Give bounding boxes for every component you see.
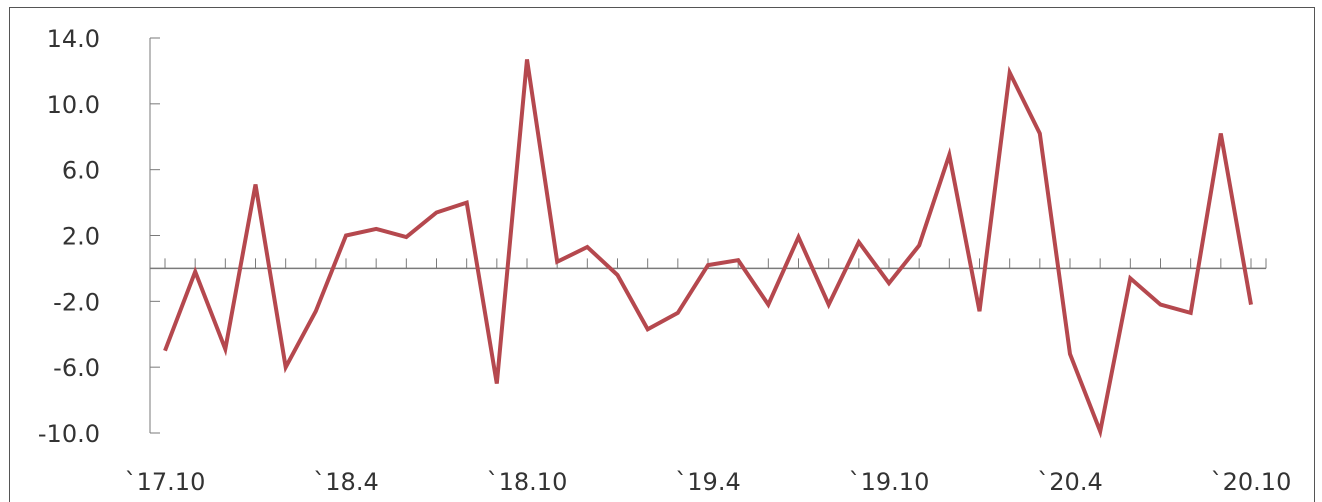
x-tick-label: `19.10 bbox=[849, 468, 930, 496]
x-tick-label: `19.4 bbox=[675, 468, 740, 496]
chart-frame bbox=[9, 7, 1315, 502]
y-tick-label: 10.0 bbox=[47, 91, 100, 119]
x-tick-label: `17.10 bbox=[125, 468, 206, 496]
y-tick-label: 14.0 bbox=[47, 25, 100, 53]
x-axis: `17.10 `18.4 `18.10 `19.4 `19.10 `20.4 `20.10 bbox=[125, 258, 1292, 496]
y-tick-label: -10.0 bbox=[38, 420, 100, 448]
y-tick-label: -2.0 bbox=[53, 288, 100, 316]
x-tick-label: `18.4 bbox=[313, 468, 378, 496]
x-tick-label: `18.10 bbox=[487, 468, 568, 496]
y-tick-label: -6.0 bbox=[53, 354, 100, 382]
y-axis: 14.0 10.0 6.0 2.0 -2.0 -6.0 -10.0 bbox=[38, 25, 160, 448]
x-tick-label: `20.4 bbox=[1037, 468, 1102, 496]
y-tick-label: 2.0 bbox=[62, 223, 100, 251]
y-tick-label: 6.0 bbox=[62, 157, 100, 185]
series-line bbox=[163, 59, 1253, 439]
x-tick-label: `20.10 bbox=[1211, 468, 1292, 496]
series-group bbox=[163, 59, 1253, 439]
